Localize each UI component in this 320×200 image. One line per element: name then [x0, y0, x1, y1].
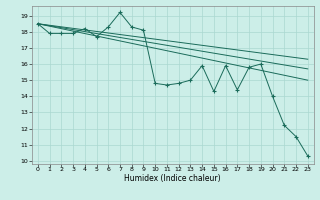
X-axis label: Humidex (Indice chaleur): Humidex (Indice chaleur) — [124, 174, 221, 183]
